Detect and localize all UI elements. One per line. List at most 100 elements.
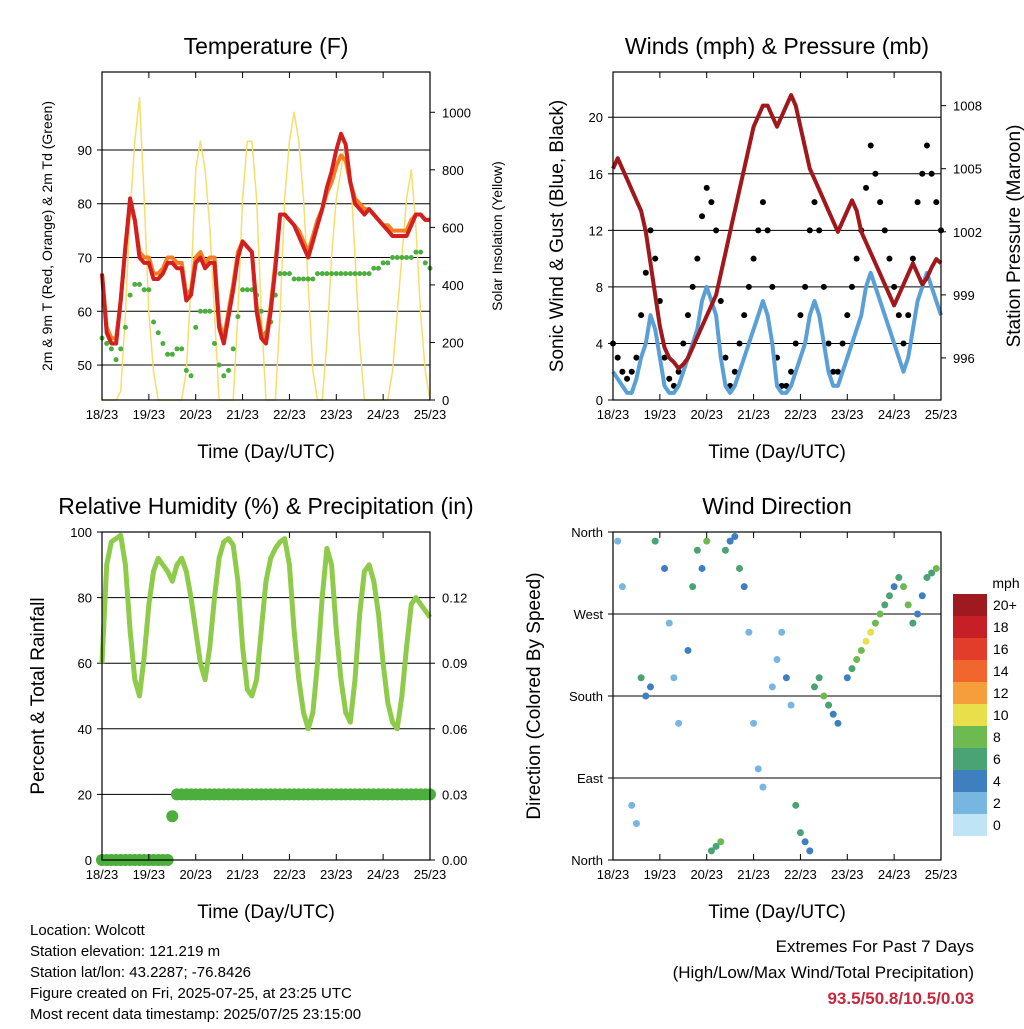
x-tick-label: 20/23 xyxy=(179,407,212,422)
direction-point xyxy=(703,537,711,545)
gust-point xyxy=(680,340,687,347)
direction-point xyxy=(740,583,748,591)
dewpoint-point xyxy=(174,346,180,352)
y-right-tick-label: 1002 xyxy=(953,225,982,240)
dewpoint-point xyxy=(300,276,306,282)
gust-point xyxy=(895,312,902,319)
gust-point xyxy=(834,368,841,375)
gust-point xyxy=(652,255,659,262)
x-tick-label: 23/23 xyxy=(831,407,864,422)
dewpoint-point xyxy=(366,271,372,277)
latlon-text: Station lat/lon: 43.2287; -76.8426 xyxy=(30,964,252,981)
x-tick-label: 19/23 xyxy=(644,407,677,422)
direction-point xyxy=(834,719,842,727)
gust-point xyxy=(923,142,930,149)
direction-point xyxy=(750,719,758,727)
direction-point xyxy=(675,719,683,727)
wind-line xyxy=(611,270,943,395)
x-tick-label: 22/23 xyxy=(273,407,306,422)
dewpoint-point xyxy=(160,341,166,347)
dewpoint-point xyxy=(136,281,142,287)
plot-frame xyxy=(612,71,942,401)
precip-point xyxy=(166,810,179,823)
legend-label: 18 xyxy=(993,619,1009,635)
direction-point xyxy=(900,583,908,591)
direction-point xyxy=(792,801,800,809)
dewpoint-point xyxy=(127,292,133,298)
gust-point xyxy=(802,283,809,290)
y-right-tick-label: 200 xyxy=(442,335,464,350)
gust-point xyxy=(881,227,888,234)
y-tick-label: 80 xyxy=(78,197,92,212)
y-tick-label: 100 xyxy=(70,525,92,540)
dewpoint-point xyxy=(343,271,349,277)
y-right-tick-label: 400 xyxy=(442,278,464,293)
x-tick-label: 24/23 xyxy=(367,867,400,882)
legend-swatch xyxy=(953,660,987,682)
gust-point xyxy=(755,227,762,234)
direction-point xyxy=(651,537,659,545)
direction-point xyxy=(787,701,795,709)
legend-label: 6 xyxy=(993,751,1001,767)
direction-point xyxy=(637,674,645,682)
dewpoint-point xyxy=(244,287,250,293)
legend-swatch xyxy=(953,726,987,748)
elevation-text: Station elevation: 121.219 m xyxy=(30,943,221,960)
gust-point xyxy=(614,354,621,361)
dewpoint-point xyxy=(221,373,227,379)
y-tick-label: South xyxy=(569,689,603,704)
direction-point xyxy=(717,838,725,846)
direction-point xyxy=(726,537,734,545)
gust-point xyxy=(717,298,724,305)
direction-point xyxy=(693,546,701,554)
direction-point xyxy=(801,838,809,846)
plot-frame xyxy=(101,531,431,861)
y-axis-label: Percent & Total Rainfall xyxy=(28,597,49,794)
legend-swatch xyxy=(953,814,987,836)
dewpoint-point xyxy=(329,271,335,277)
legend-swatch xyxy=(953,638,987,660)
dewpoint-point xyxy=(258,308,264,314)
dewpoint-point xyxy=(118,346,124,352)
y-tick-label: West xyxy=(574,607,604,622)
gust-point xyxy=(820,283,827,290)
gust-point xyxy=(745,283,752,290)
y-tick-label: 0 xyxy=(596,393,603,408)
y-tick-label: 20 xyxy=(78,787,92,802)
plot-frame xyxy=(101,71,431,401)
gust-point xyxy=(750,255,757,262)
dewpoint-point xyxy=(122,324,128,330)
x-tick-label: 22/23 xyxy=(273,867,306,882)
gust-point xyxy=(708,199,715,206)
direction-point xyxy=(909,619,917,627)
direction-point xyxy=(848,665,856,673)
gust-point xyxy=(684,312,691,319)
direction-point xyxy=(815,674,823,682)
dewpoint-point xyxy=(183,367,189,373)
y-axis-label: 2m & 9m T (Red, Orange) & 2m Td (Green) xyxy=(39,101,55,371)
x-tick-label: 19/23 xyxy=(133,407,166,422)
y-tick-label: 70 xyxy=(78,251,92,266)
direction-point xyxy=(759,783,767,791)
gust-point xyxy=(703,184,710,191)
extremes-title: Extremes For Past 7 Days xyxy=(775,937,974,956)
dewpoint-point xyxy=(151,319,157,325)
direction-point xyxy=(665,619,673,627)
direction-point xyxy=(895,574,903,582)
dewpoint-point xyxy=(291,276,297,282)
x-tick-label: 23/23 xyxy=(831,867,864,882)
legend-swatch xyxy=(953,748,987,770)
legend-swatch xyxy=(953,792,987,814)
gust-point xyxy=(699,213,706,220)
chart-title: Relative Humidity (%) & Precipitation (i… xyxy=(58,493,473,519)
dewpoint-point xyxy=(324,271,330,277)
direction-point xyxy=(632,820,640,828)
legend-label: 14 xyxy=(993,663,1009,679)
y-tick-label: 60 xyxy=(78,656,92,671)
x-axis-label: Time (Day/UTC) xyxy=(708,442,846,463)
gust-point xyxy=(666,375,673,382)
gust-point xyxy=(638,312,645,319)
direction-point xyxy=(754,765,762,773)
legend-swatch xyxy=(953,682,987,704)
legend-label: 12 xyxy=(993,685,1009,701)
